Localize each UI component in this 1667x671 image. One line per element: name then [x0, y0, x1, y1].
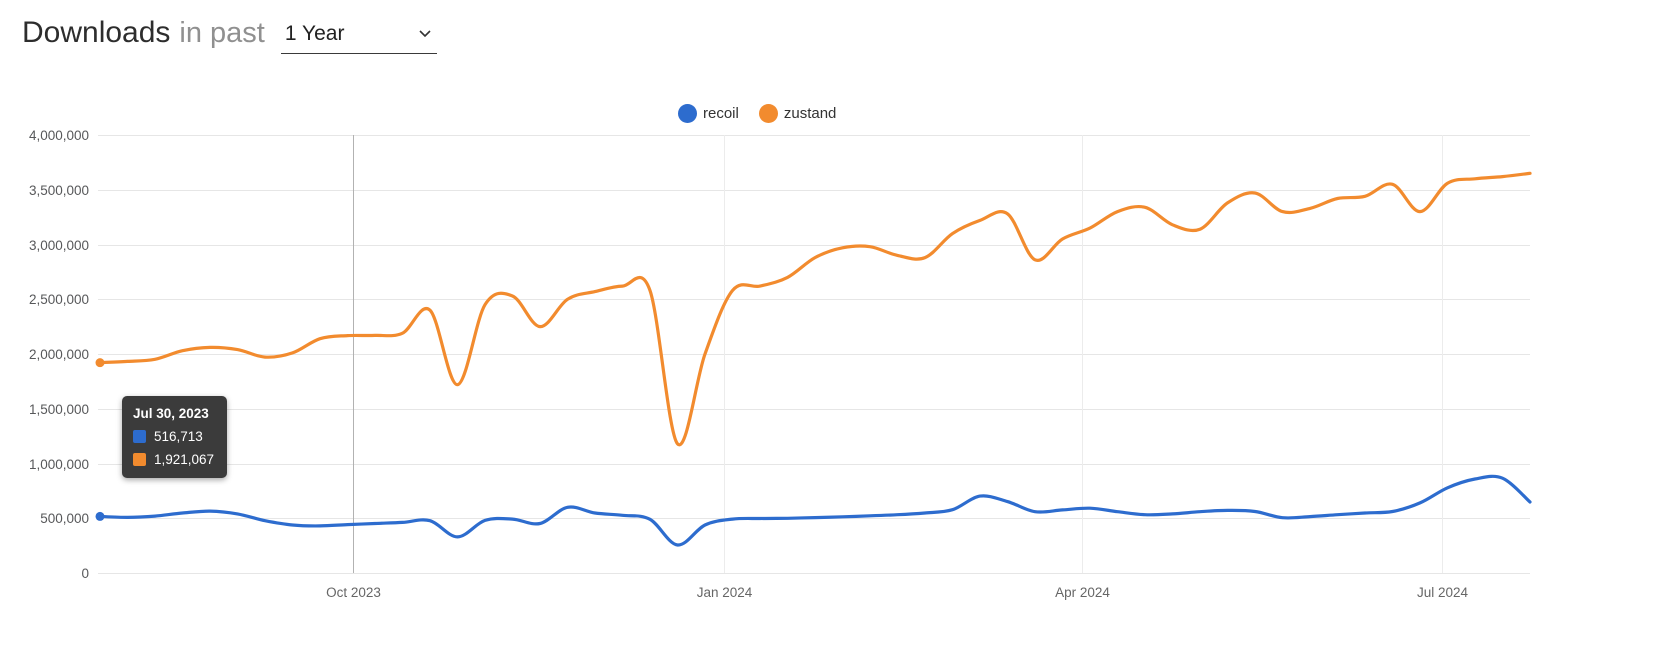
chevron-down-icon — [419, 30, 431, 38]
x-axis-label: Oct 2023 — [326, 585, 381, 600]
legend-item-recoil[interactable]: recoil — [678, 104, 739, 123]
y-axis-label: 3,000,000 — [29, 238, 89, 253]
zustand-series-dot-icon — [758, 104, 778, 123]
time-range-value: 1 Year — [284, 22, 345, 45]
chart-legend: recoil zustand — [678, 104, 836, 123]
page-title: Downloads — [22, 16, 171, 49]
page-header: Downloads in past 1 Year — [22, 16, 437, 56]
highlight-dot-recoil — [95, 511, 105, 521]
tooltip-row-recoil: 516,713 — [133, 429, 215, 444]
y-axis-label: 3,500,000 — [29, 183, 89, 198]
highlight-dot-zustand — [95, 358, 105, 368]
y-axis-label: 1,500,000 — [29, 402, 89, 417]
legend-label-recoil: recoil — [703, 105, 739, 122]
x-axis-label: Apr 2024 — [1055, 585, 1110, 600]
time-range-select[interactable]: 1 Year — [280, 22, 437, 54]
series-line-recoil — [98, 474, 1532, 547]
y-axis-label: 500,000 — [40, 511, 89, 526]
y-axis-label: 2,500,000 — [29, 292, 89, 307]
y-axis-label: 2,000,000 — [29, 347, 89, 362]
tooltip-row-zustand: 1,921,067 — [133, 452, 215, 467]
x-axis-label: Jan 2024 — [697, 585, 753, 600]
legend-label-zustand: zustand — [783, 105, 837, 122]
tooltip-value-recoil: 516,713 — [154, 429, 203, 444]
page-subtitle: in past — [179, 17, 265, 49]
tooltip-date: Jul 30, 2023 — [133, 406, 209, 421]
y-axis-label: 1,000,000 — [29, 457, 89, 472]
tooltip-value-zustand: 1,921,067 — [154, 452, 215, 467]
series-line-zustand — [98, 171, 1532, 447]
recoil-swatch-icon — [133, 430, 146, 443]
recoil-series-dot-icon — [678, 104, 697, 123]
zustand-swatch-icon — [133, 453, 146, 466]
y-axis-label: 0 — [81, 566, 89, 581]
legend-item-zustand[interactable]: zustand — [758, 104, 837, 123]
chart-tooltip: Jul 30, 2023 516,713 1,921,067 — [122, 396, 227, 478]
y-axis-label: 4,000,000 — [29, 128, 89, 143]
x-axis-label: Jul 2024 — [1417, 585, 1469, 600]
